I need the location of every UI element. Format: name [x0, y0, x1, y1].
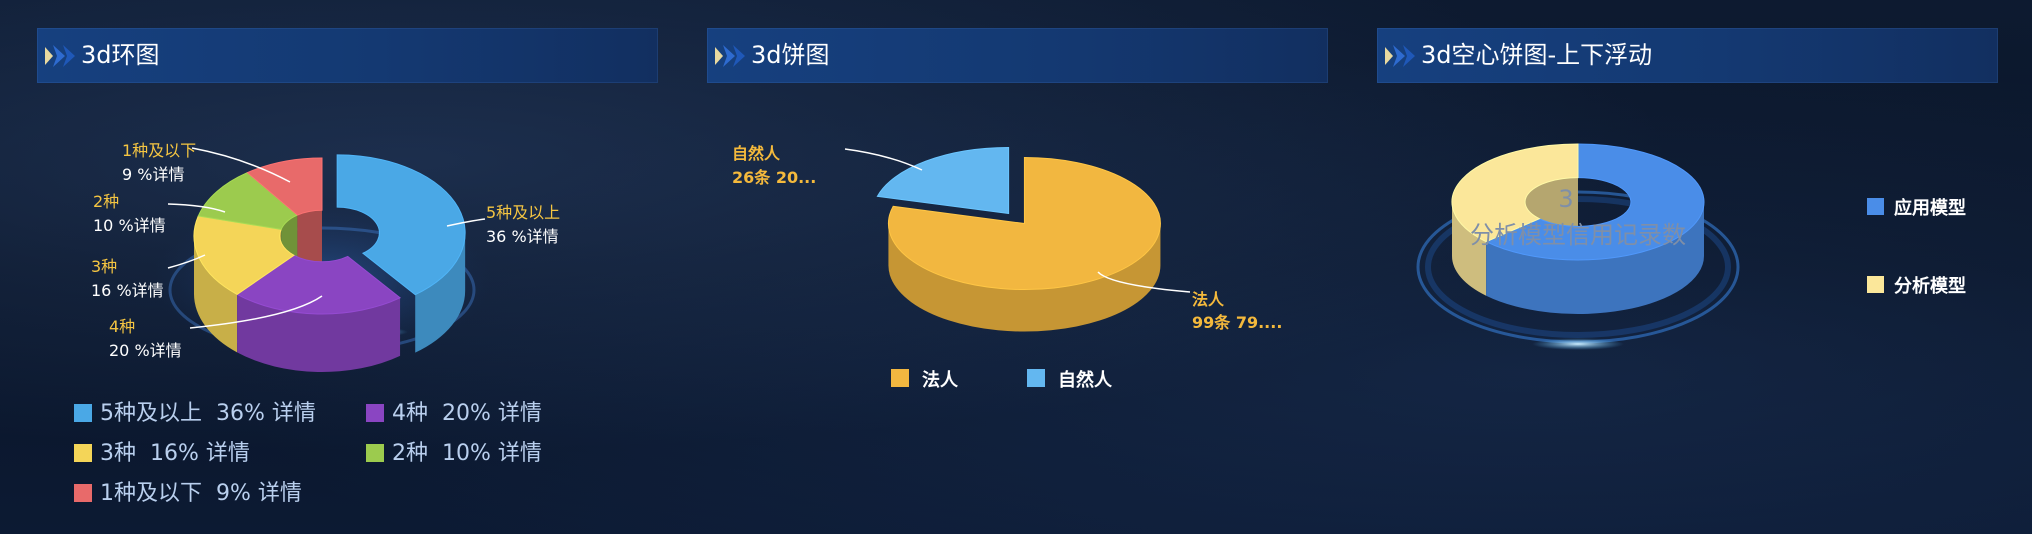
callout-label: 3种	[91, 257, 117, 276]
callout-value: 10 %详情	[93, 216, 166, 235]
legend-swatch	[74, 404, 92, 422]
center-label: 分析模型信用记录数	[1470, 221, 1686, 249]
hollow-slice	[1484, 143, 1705, 261]
panel-header: 3d饼图	[707, 28, 1328, 83]
legend-swatch	[366, 404, 384, 422]
hollow-base-light	[1532, 338, 1624, 350]
panel-header: 3d空心饼图-上下浮动	[1377, 28, 1998, 83]
legend-detail-link[interactable]: 详情	[271, 401, 316, 426]
pie-chart-panel: 3d饼图 自然人 26条 20... 法人 99条 79.... 法人 自然人	[670, 0, 1340, 534]
hollow-slice	[1451, 143, 1579, 243]
ring-slice	[246, 157, 323, 216]
legend-detail-link[interactable]: 详情	[497, 401, 542, 426]
callout-label: 2种	[93, 192, 119, 211]
legend-label[interactable]: 分析模型	[1894, 275, 1966, 297]
callout-value: 16 %详情	[91, 281, 164, 300]
panel-title: 3d环图	[81, 41, 160, 69]
pie-side	[888, 223, 1161, 332]
legend-label[interactable]: 法人	[922, 369, 959, 391]
legend-detail-link[interactable]: 详情	[497, 441, 542, 466]
chevron-right-icon	[1385, 45, 1415, 67]
legend-name: 4种	[392, 401, 428, 426]
legend-swatch	[891, 369, 909, 387]
callout-value: 9 %详情	[122, 165, 184, 184]
ring-slice	[336, 154, 466, 296]
hollow-pie-chart: 3 分析模型信用记录数 应用模型 分析模型	[1416, 143, 1966, 350]
ring-inner-wall	[297, 210, 322, 274]
legend-value: 36%	[216, 401, 265, 426]
callout-value: 20 %详情	[109, 341, 182, 360]
hollow-side	[1452, 202, 1487, 296]
panel-title: 3d空心饼图-上下浮动	[1421, 41, 1653, 69]
callout-label: 法人	[1192, 290, 1225, 309]
ring-slice	[236, 254, 402, 315]
panel-header: 3d环图	[37, 28, 658, 83]
legend-item[interactable]: 2种 10% 详情	[366, 435, 542, 467]
callout-line	[446, 218, 486, 227]
chevron-right-icon	[715, 45, 745, 67]
hollow-pie-panel: 3d空心饼图-上下浮动 3 分析模型信用记录数 应用模型 分析模型	[1340, 0, 2032, 534]
callout-line	[844, 148, 923, 171]
legend-label[interactable]: 自然人	[1058, 369, 1113, 391]
legend-item[interactable]: 1种及以下 9% 详情	[74, 475, 302, 507]
ring-chart-panel: 3d环图 1种及以下 9 %详情 2种 10 %详情 3种 16 %详情	[0, 0, 670, 534]
legend-swatch	[1867, 276, 1884, 293]
pie-slice	[876, 147, 1010, 215]
ring-slice	[193, 215, 295, 295]
center-value: 3	[1558, 185, 1573, 213]
callout-value: 26条 20...	[732, 168, 816, 187]
legend-name: 3种	[100, 441, 136, 466]
callout-line	[167, 203, 226, 213]
callout-label: 自然人	[732, 144, 781, 163]
callout-value: 99条 79....	[1192, 313, 1282, 332]
callout-value: 36 %详情	[486, 227, 559, 246]
legend-detail-link[interactable]: 详情	[205, 441, 250, 466]
legend-swatch	[74, 484, 92, 502]
legend-value: 9%	[216, 481, 251, 506]
callout-label: 5种及以上	[486, 203, 560, 222]
callout-label: 1种及以下	[122, 141, 196, 160]
legend-item[interactable]: 4种 20% 详情	[366, 395, 542, 427]
hollow-side	[1486, 202, 1704, 314]
callout-line	[191, 147, 291, 183]
legend-value: 10%	[442, 441, 491, 466]
legend-swatch	[74, 444, 92, 462]
chevron-right-icon	[45, 45, 75, 67]
legend-swatch	[1867, 198, 1884, 215]
legend-item[interactable]: 3种 16% 详情	[74, 435, 250, 467]
callout-line	[189, 295, 323, 329]
legend-value: 16%	[150, 441, 199, 466]
legend-swatch	[366, 444, 384, 462]
ring-chart: 1种及以下 9 %详情 2种 10 %详情 3种 16 %详情 4种 20 %详…	[91, 141, 560, 372]
callout-line	[1097, 271, 1191, 293]
legend-swatch	[1027, 369, 1045, 387]
legend-detail-link[interactable]: 详情	[257, 481, 302, 506]
callout-label: 4种	[109, 317, 135, 336]
legend-item[interactable]: 5种及以上 36% 详情	[74, 395, 316, 427]
pie-slice	[887, 157, 1161, 291]
callout-line	[167, 254, 206, 269]
legend-value: 20%	[442, 401, 491, 426]
legend-label[interactable]: 应用模型	[1894, 197, 1966, 219]
legend-name: 1种及以下	[100, 481, 202, 506]
legend-name: 2种	[392, 441, 428, 466]
legend-name: 5种及以上	[100, 401, 202, 426]
pie-chart: 自然人 26条 20... 法人 99条 79.... 法人 自然人	[732, 144, 1282, 391]
ring-side	[415, 232, 466, 353]
panel-title: 3d饼图	[751, 41, 830, 69]
